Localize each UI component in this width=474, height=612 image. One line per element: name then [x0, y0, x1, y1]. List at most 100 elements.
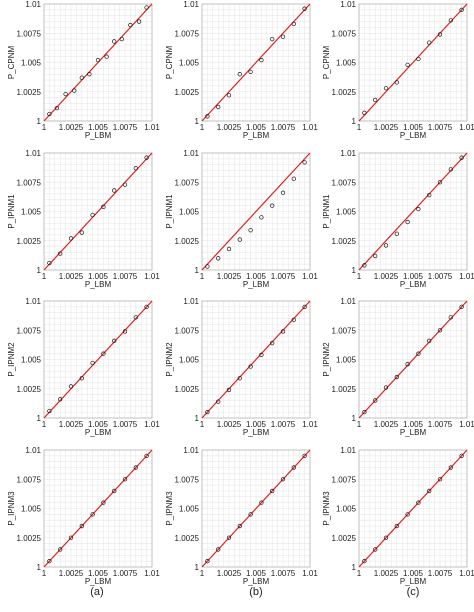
x-axis-label: P_LBM [400, 280, 427, 289]
plot-frame [201, 300, 311, 419]
data-point [459, 304, 464, 310]
data-point [302, 160, 307, 165]
data-point [291, 176, 296, 181]
data-point [362, 559, 367, 564]
data-point [416, 351, 421, 356]
reference-line-y-equals-x [201, 152, 311, 271]
x-tick-label: 1.01 [144, 569, 160, 578]
y-tick-label: 1.005 [21, 356, 42, 365]
y-tick-label: 1.0075 [17, 475, 42, 484]
x-tick-label: 1.0025 [217, 272, 242, 281]
x-tick-label: 1 [200, 272, 205, 281]
y-tick-label: 1.0025 [175, 385, 200, 394]
y-tick-label: 1.0075 [17, 29, 42, 38]
x-axis-label: P_LBM [85, 131, 112, 140]
data-point [237, 523, 242, 529]
y-tick-label: 1.005 [179, 356, 200, 365]
data-point [248, 228, 253, 233]
data-point [280, 477, 286, 482]
data-point [427, 192, 432, 198]
data-point [112, 488, 117, 494]
plot-frame [201, 3, 311, 122]
y-tick-label: 1.005 [336, 356, 357, 365]
y-tick-label: 1.0025 [175, 237, 200, 246]
x-tick-label: 1.0025 [374, 272, 399, 281]
data-point [383, 243, 389, 248]
data-point [259, 58, 264, 63]
data-point [205, 264, 210, 269]
data-point [373, 97, 378, 103]
y-tick-label: 1.01 [183, 297, 199, 306]
data-point [87, 72, 92, 77]
data-point [362, 263, 367, 268]
data-point [448, 18, 453, 23]
y-axis-label: P_IPNM3 [7, 491, 16, 526]
x-tick-label: 1 [42, 123, 47, 132]
data-point [216, 399, 221, 404]
y-tick-label: 1 [352, 266, 357, 275]
data-point [427, 40, 432, 45]
y-tick-label: 1.01 [25, 0, 41, 9]
y-tick-label: 1.005 [336, 505, 357, 514]
plot-frame [43, 300, 153, 419]
data-point [72, 88, 77, 93]
x-tick-label: 1.005 [88, 569, 109, 578]
x-tick-label: 1.005 [246, 569, 267, 578]
data-point [373, 547, 378, 552]
data-point [90, 212, 95, 218]
y-axis-label: P_IPNM3 [322, 491, 331, 526]
data-point [47, 559, 52, 564]
scatter-panel-a4: 1 1.0025 1.005 1.0075 1.01 1 1.0025 1.005 1.0075… [7, 446, 160, 586]
x-tick-label: 1.01 [302, 420, 318, 429]
x-tick-label: 1.0025 [59, 420, 84, 429]
y-axis-label: P_IPNM1 [7, 194, 16, 229]
data-point [259, 500, 264, 505]
data-point [144, 155, 149, 160]
reference-line-y-equals-x [201, 449, 311, 568]
x-axis-label: P_LBM [243, 577, 270, 586]
data-point [79, 523, 84, 529]
data-point [280, 190, 286, 195]
x-axis-label: P_LBM [85, 428, 112, 437]
data-point [101, 500, 106, 505]
data-point [291, 465, 296, 470]
data-point [216, 256, 221, 261]
plot-frame [358, 152, 468, 271]
y-tick-label: 1.0025 [175, 534, 200, 543]
x-tick-label: 1.0075 [113, 123, 138, 132]
x-tick-label: 1 [200, 123, 205, 132]
plot-frame [43, 449, 153, 568]
data-point [427, 488, 432, 494]
data-point [237, 72, 242, 77]
x-tick-label: 1 [357, 123, 362, 132]
y-tick-label: 1 [37, 414, 42, 423]
x-tick-label: 1.0075 [428, 123, 453, 132]
data-point [291, 21, 296, 27]
data-point [259, 352, 264, 357]
x-tick-label: 1.0025 [374, 569, 399, 578]
data-point [383, 86, 389, 91]
data-point [122, 477, 128, 482]
plot-frame [358, 300, 468, 419]
y-tick-label: 1.0025 [332, 385, 357, 394]
x-tick-label: 1.005 [403, 569, 424, 578]
y-axis-label: P_IPNM3 [165, 491, 174, 526]
scatter-panel-a3: 1 1.0025 1.005 1.0075 1.01 1 1.0025 1.005 1.0075… [7, 297, 160, 437]
x-tick-label: 1.005 [88, 272, 109, 281]
data-point [248, 364, 253, 369]
data-point [63, 91, 68, 97]
data-point [373, 398, 378, 403]
x-tick-label: 1.0075 [271, 272, 296, 281]
column-label-c: (c) [407, 586, 420, 598]
y-tick-label: 1 [37, 563, 42, 572]
x-axis-label: P_LBM [85, 577, 112, 586]
data-point [405, 219, 410, 225]
data-point [119, 36, 124, 42]
y-tick-label: 1 [195, 117, 200, 126]
y-tick-label: 1.005 [336, 59, 357, 68]
x-tick-label: 1.005 [403, 272, 424, 281]
plot-frame [358, 449, 468, 568]
data-point [90, 360, 95, 366]
y-tick-label: 1 [37, 117, 42, 126]
x-tick-label: 1.0075 [271, 420, 296, 429]
